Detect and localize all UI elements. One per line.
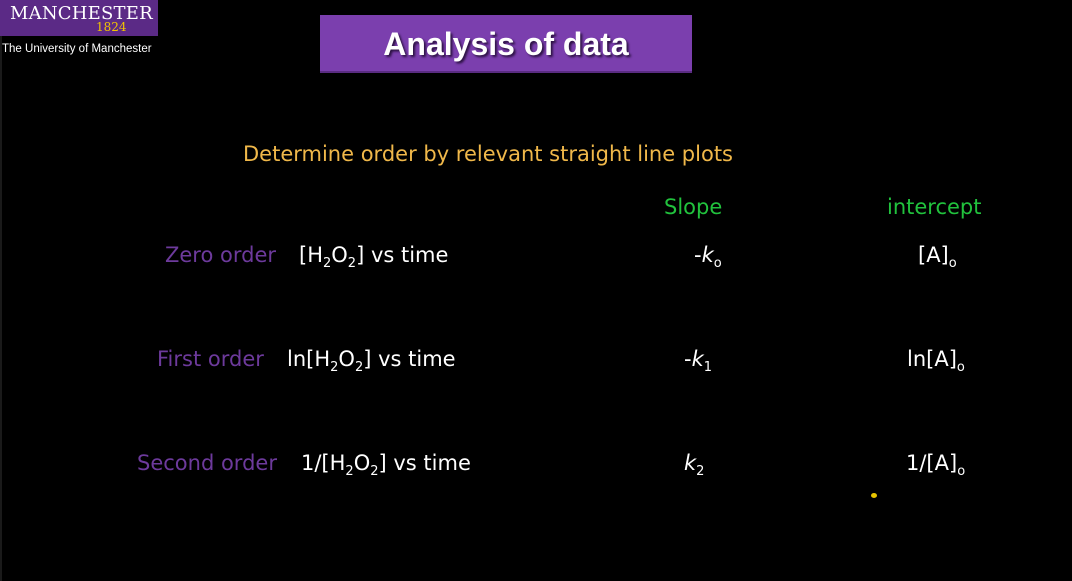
pointer-cursor-icon (871, 493, 877, 498)
o-subscript: 2 (370, 464, 379, 479)
plot-prefix: [H (299, 243, 323, 267)
column-head-slope: Slope (664, 195, 723, 219)
slope-subscript: o (713, 256, 722, 271)
logo-year: 1824 (96, 20, 127, 34)
row-zero-slope: -ko (694, 243, 722, 270)
logo-university-name: The University of Manchester (2, 43, 152, 55)
slope-sign: - (694, 243, 702, 267)
slide-title: Analysis of data (383, 26, 629, 62)
logo-wordmark: MANCHESTER (10, 3, 153, 24)
slope-sign: - (684, 347, 692, 371)
h-subscript: 2 (345, 464, 354, 479)
row-second-intercept: 1/[A]o (906, 451, 965, 478)
plot-prefix: 1/[H (301, 451, 346, 475)
slope-k: k (701, 243, 714, 267)
row-first-plot-expression: ln[H2O2] vs time (287, 347, 456, 374)
h-subscript: 2 (330, 360, 339, 375)
plot-mid: O (331, 243, 348, 267)
row-first-intercept: ln[A]o (907, 347, 965, 374)
row-second-slope: k2 (684, 451, 704, 478)
h-subscript: 2 (322, 256, 332, 271)
intercept-subscript: o (957, 464, 966, 479)
title-banner: Analysis of data (320, 15, 692, 71)
row-second-plot-expression: 1/[H2O2] vs time (301, 451, 471, 478)
row-first-order-label: First order (157, 347, 264, 371)
slope-subscript: 2 (696, 464, 705, 479)
plot-prefix: ln[H (287, 347, 331, 371)
left-edge-line (0, 0, 2, 581)
plot-mid: O (353, 451, 371, 475)
column-head-intercept: intercept (887, 195, 982, 219)
logo-crest-box (0, 0, 158, 36)
intercept-main: 1/[A] (906, 451, 958, 475)
intercept-main: [A] (918, 243, 949, 267)
slope-k: k (684, 451, 697, 475)
intercept-subscript: o (956, 360, 965, 375)
plot-mid: O (338, 347, 355, 371)
slope-subscript: 1 (703, 360, 713, 375)
plot-suffix: ] vs time (378, 451, 471, 475)
plot-suffix: ] vs time (356, 243, 449, 267)
plot-suffix: ] vs time (363, 347, 456, 371)
slide-subtitle: Determine order by relevant straight lin… (243, 142, 733, 166)
row-zero-plot-expression: [H2O2] vs time (299, 243, 449, 270)
row-second-order-label: Second order (137, 451, 277, 475)
university-logo: MANCHESTER 1824 The University of Manche… (0, 0, 160, 60)
slope-k: k (691, 347, 704, 371)
intercept-main: ln[A] (907, 347, 957, 371)
intercept-subscript: o (948, 256, 957, 271)
o-subscript: 2 (347, 256, 357, 271)
row-zero-intercept: [A]o (918, 243, 957, 270)
o-subscript: 2 (354, 360, 364, 375)
row-first-slope: -k1 (684, 347, 712, 374)
row-zero-order-label: Zero order (165, 243, 276, 267)
